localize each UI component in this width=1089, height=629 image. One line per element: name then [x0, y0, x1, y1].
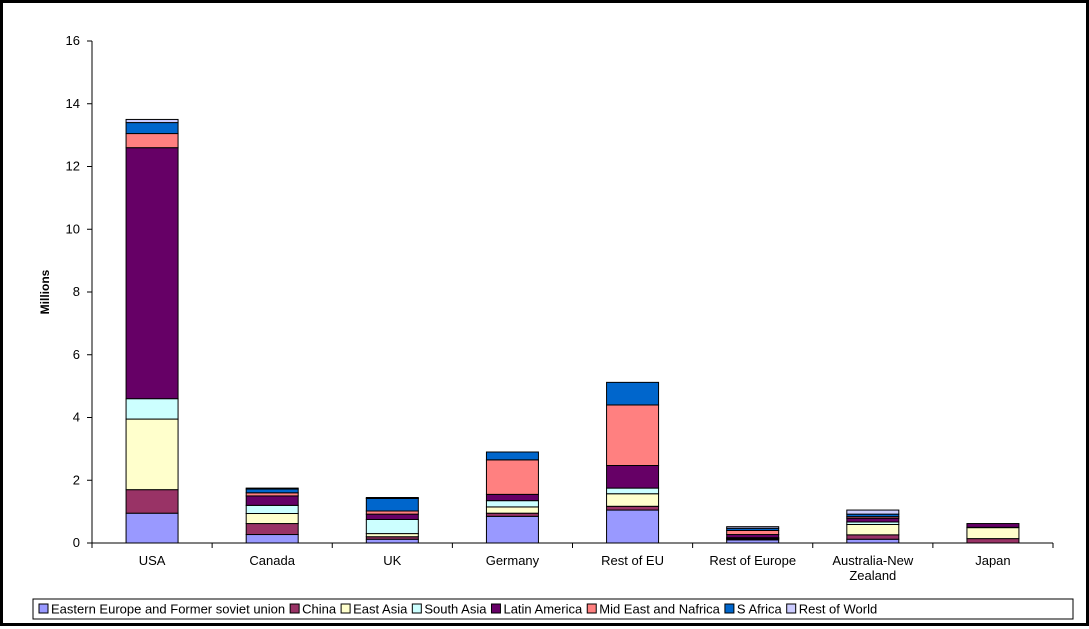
bar-segment: [126, 123, 178, 134]
bar-segment: [847, 535, 899, 539]
bar-segment: [607, 506, 659, 510]
legend-label: China: [302, 602, 337, 617]
legend-label: East Asia: [353, 602, 408, 617]
x-tick-label: Rest of Europe: [709, 553, 796, 568]
bar-segment: [847, 518, 899, 522]
y-axis-title: Millions: [38, 269, 52, 314]
bar-segment: [727, 527, 779, 529]
legend-swatch: [290, 604, 299, 613]
legend-swatch: [341, 604, 350, 613]
legend: Eastern Europe and Former soviet union Ch…: [39, 602, 877, 617]
bar-segment: [967, 528, 1019, 539]
x-tick-label: Rest of EU: [601, 553, 664, 568]
legend-swatch: [787, 604, 796, 613]
bar-segment: [246, 535, 298, 543]
bar-segment: [246, 488, 298, 489]
bar-segment: [126, 399, 178, 419]
legend-label: Mid East and Nafrica: [599, 602, 720, 617]
legend-swatch: [725, 604, 734, 613]
y-tick-label: 14: [66, 96, 80, 111]
bar-segment: [246, 505, 298, 513]
y-tick-label: 16: [66, 33, 80, 48]
bar-segment: [486, 494, 538, 500]
bar-segment: [486, 507, 538, 513]
x-tick-label: UK: [383, 553, 401, 568]
bar-segment: [126, 419, 178, 490]
bar-segment: [366, 498, 418, 511]
y-tick-label: 8: [73, 284, 80, 299]
bar-segment: [486, 452, 538, 460]
bar-segment: [366, 539, 418, 543]
legend-label: South Asia: [424, 602, 487, 617]
x-tick-label: Canada: [249, 553, 295, 568]
y-tick-label: 6: [73, 347, 80, 362]
bar-segment: [366, 514, 418, 519]
x-tick-label: USA: [139, 553, 166, 568]
bar-segment: [607, 488, 659, 494]
bar-segment: [607, 510, 659, 543]
bar-segment: [246, 524, 298, 535]
x-tick-label: Germany: [486, 553, 540, 568]
bar-segment: [847, 539, 899, 543]
bar-segment: [126, 119, 178, 122]
bar-segment: [126, 490, 178, 514]
bar-segment: [967, 539, 1019, 543]
bar-segment: [486, 516, 538, 543]
y-tick-label: 0: [73, 535, 80, 550]
y-tick-label: 4: [73, 410, 80, 425]
legend-swatch: [491, 604, 500, 613]
bar-segment: [727, 530, 779, 534]
bar-segment: [246, 489, 298, 493]
bar-segment: [486, 501, 538, 507]
bar-segment: [126, 148, 178, 399]
y-tick-label: 12: [66, 159, 80, 174]
legend-swatch: [39, 604, 48, 613]
legend-label: Latin America: [503, 602, 583, 617]
legend-label: Eastern Europe and Former soviet union: [51, 602, 285, 617]
legend-label: Rest of World: [799, 602, 878, 617]
stacked-bar-chart: Millions 0 2 4 6 8 10 12 14 16 USA Canada UK Germany…: [3, 3, 1089, 629]
bar-segment: [126, 513, 178, 543]
x-tick-label: Japan: [975, 553, 1010, 568]
bar-segment: [366, 519, 418, 533]
bar-segment: [246, 514, 298, 524]
legend-swatch: [412, 604, 421, 613]
y-tick-label: 10: [66, 221, 80, 236]
bar-segment: [246, 496, 298, 505]
legend-swatch: [587, 604, 596, 613]
bar-segment: [607, 494, 659, 507]
bar-segment: [847, 524, 899, 534]
y-tick-label: 2: [73, 472, 80, 487]
bar-segment: [486, 460, 538, 495]
bar-segment: [607, 382, 659, 405]
bar-segment: [967, 524, 1019, 528]
bar-segment: [126, 134, 178, 148]
bar-segment: [607, 405, 659, 466]
bar-segment: [366, 498, 418, 499]
legend-label: S Africa: [737, 602, 783, 617]
bar-segment: [607, 466, 659, 489]
bar-segment: [847, 510, 899, 514]
